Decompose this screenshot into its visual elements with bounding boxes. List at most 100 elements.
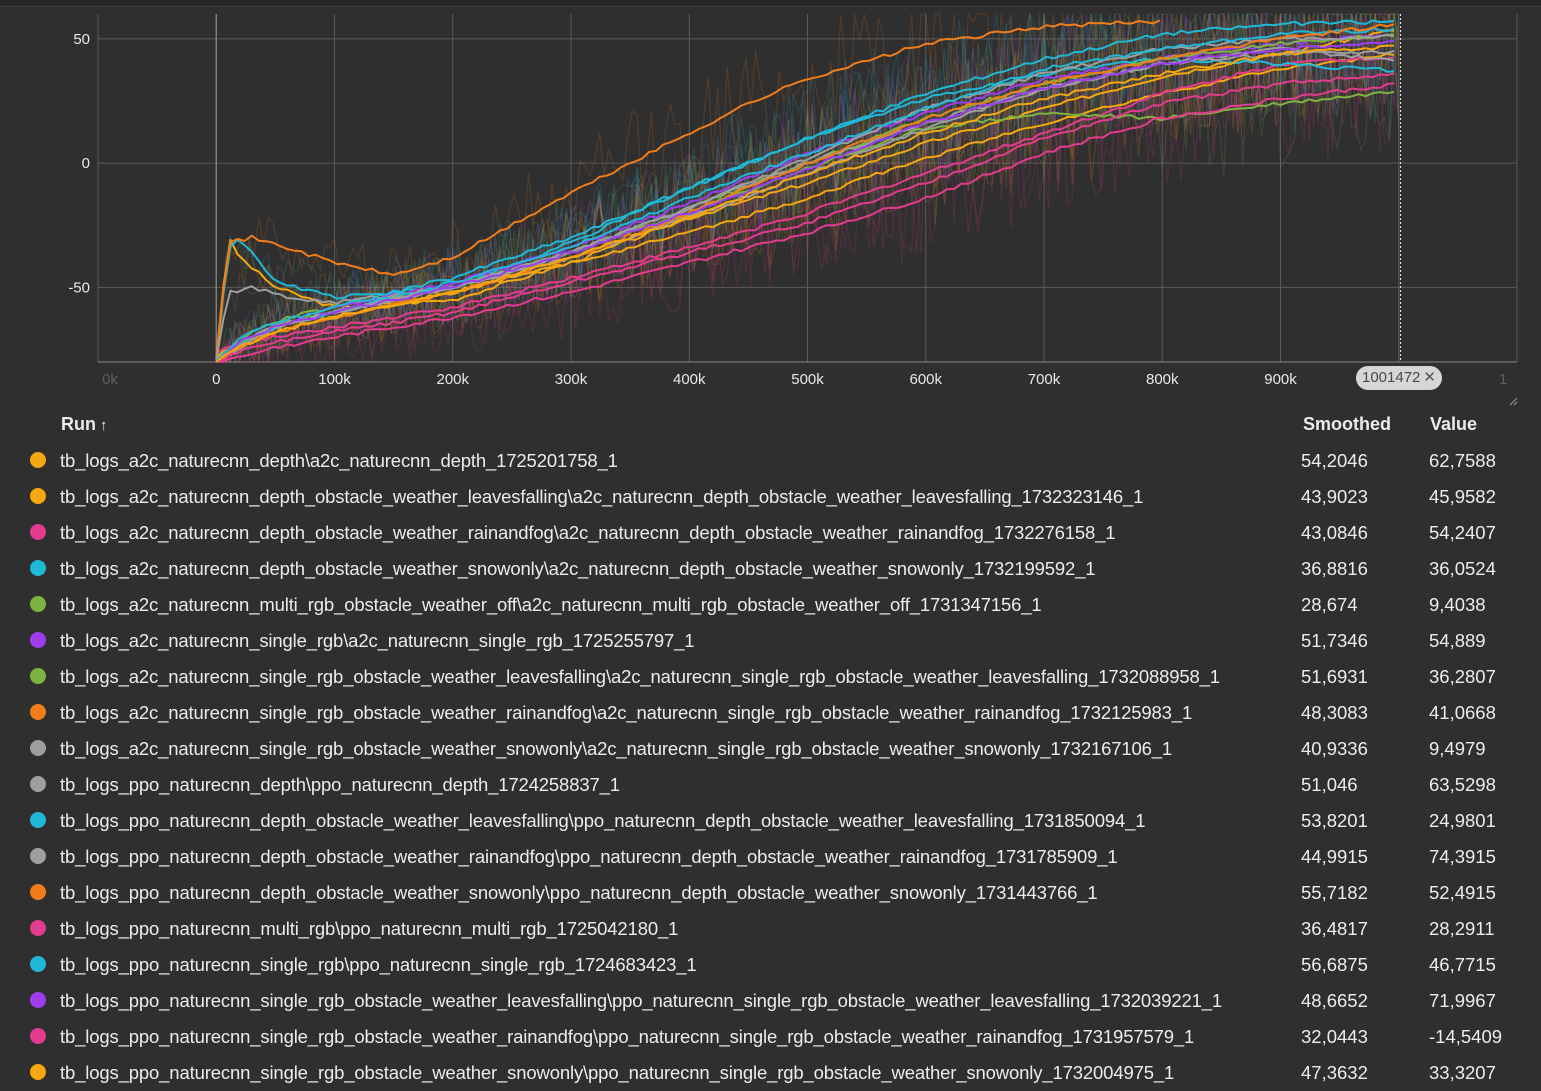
- table-row[interactable]: tb_logs_ppo_naturecnn_single_rgb_obstacl…: [0, 983, 1541, 1019]
- smoothed-value: 48,3083: [1301, 702, 1368, 723]
- raw-value: 54,2407: [1429, 522, 1496, 543]
- table-row[interactable]: tb_logs_ppo_naturecnn_depth\ppo_naturecn…: [0, 767, 1541, 803]
- raw-value: 63,5298: [1429, 774, 1496, 795]
- table-row[interactable]: tb_logs_ppo_naturecnn_single_rgb_obstacl…: [0, 1019, 1541, 1055]
- run-name: tb_logs_a2c_naturecnn_depth_obstacle_wea…: [60, 558, 1096, 579]
- run-color-dot[interactable]: [30, 596, 46, 612]
- run-name: tb_logs_ppo_naturecnn_depth_obstacle_wea…: [60, 882, 1098, 903]
- smoothed-series-line: [216, 82, 1395, 363]
- smoothed-series-line: [215, 19, 1161, 360]
- run-color-dot[interactable]: [30, 452, 46, 468]
- raw-series-line: [216, 11, 1400, 365]
- x-tick-label: 800k: [1146, 371, 1179, 388]
- table-row[interactable]: tb_logs_ppo_naturecnn_single_rgb\ppo_nat…: [0, 947, 1541, 983]
- raw-value: 9,4979: [1429, 738, 1486, 759]
- run-color-dot[interactable]: [30, 668, 46, 684]
- run-color-dot[interactable]: [30, 920, 46, 936]
- step-cursor-value: 1001472: [1362, 369, 1421, 386]
- x-tick-label: 300k: [555, 371, 588, 388]
- raw-value: 36,2807: [1429, 666, 1496, 687]
- table-row[interactable]: tb_logs_ppo_naturecnn_depth_obstacle_wea…: [0, 875, 1541, 911]
- run-name: tb_logs_ppo_naturecnn_depth_obstacle_wea…: [60, 846, 1118, 867]
- smoothed-series-line: [215, 56, 1395, 359]
- table-row[interactable]: tb_logs_a2c_naturecnn_multi_rgb_obstacle…: [0, 587, 1541, 623]
- x-tick-label: 600k: [909, 371, 942, 388]
- smoothed-series-line: [215, 39, 1395, 363]
- table-row[interactable]: tb_logs_a2c_naturecnn_depth_obstacle_wea…: [0, 515, 1541, 551]
- smoothed-value: 32,0443: [1301, 1026, 1368, 1047]
- raw-series-line: [216, 11, 1400, 363]
- smoothed-value: 51,046: [1301, 774, 1358, 795]
- x-tick-label: 100k: [318, 371, 351, 388]
- resize-handle-icon[interactable]: [1508, 396, 1518, 406]
- table-row[interactable]: tb_logs_a2c_naturecnn_single_rgb_obstacl…: [0, 731, 1541, 767]
- table-row[interactable]: tb_logs_ppo_naturecnn_depth_obstacle_wea…: [0, 803, 1541, 839]
- scalar-line-chart[interactable]: 50 0 -50 0k 0 100k 200k 300k 400k 500k 600k 700k 800…: [0, 6, 1541, 406]
- run-name: tb_logs_a2c_naturecnn_single_rgb\a2c_nat…: [60, 630, 695, 651]
- raw-value: 9,4038: [1429, 594, 1486, 615]
- run-color-dot[interactable]: [30, 776, 46, 792]
- run-color-dot[interactable]: [30, 704, 46, 720]
- table-row[interactable]: tb_logs_a2c_naturecnn_single_rgb_obstacl…: [0, 659, 1541, 695]
- raw-series-line: [215, 25, 1400, 363]
- run-color-dot[interactable]: [30, 740, 46, 756]
- smoothed-value: 55,7182: [1301, 882, 1368, 903]
- run-name: tb_logs_ppo_naturecnn_depth\ppo_naturecn…: [60, 774, 620, 795]
- raw-value: 46,7715: [1429, 954, 1496, 975]
- top-toolbar: [0, 0, 1541, 7]
- table-row[interactable]: tb_logs_a2c_naturecnn_single_rgb\a2c_nat…: [0, 623, 1541, 659]
- smoothed-series-line: [215, 23, 1395, 362]
- run-color-dot[interactable]: [30, 992, 46, 1008]
- run-color-dot[interactable]: [30, 848, 46, 864]
- run-name: tb_logs_a2c_naturecnn_single_rgb_obstacl…: [60, 738, 1173, 759]
- step-cursor-chip[interactable]: 1001472 ✕: [1356, 366, 1442, 390]
- column-header-value[interactable]: Value: [1430, 414, 1478, 434]
- close-icon[interactable]: ✕: [1423, 369, 1436, 386]
- column-header-smoothed[interactable]: Smoothed: [1303, 414, 1391, 434]
- raw-value: -14,5409: [1429, 1026, 1503, 1047]
- smoothed-value: 36,4817: [1301, 918, 1368, 939]
- table-row[interactable]: tb_logs_ppo_naturecnn_depth_obstacle_wea…: [0, 839, 1541, 875]
- run-name: tb_logs_ppo_naturecnn_single_rgb_obstacl…: [60, 1026, 1195, 1047]
- run-color-dot[interactable]: [30, 884, 46, 900]
- run-color-dot[interactable]: [30, 524, 46, 540]
- table-row[interactable]: tb_logs_a2c_naturecnn_depth_obstacle_wea…: [0, 551, 1541, 587]
- table-row[interactable]: tb_logs_a2c_naturecnn_single_rgb_obstacl…: [0, 695, 1541, 731]
- raw-value: 24,9801: [1429, 810, 1496, 831]
- x-tick-label: 0k: [102, 371, 118, 388]
- x-tick-label: 500k: [791, 371, 824, 388]
- arrow-up-icon[interactable]: ↑: [100, 417, 108, 434]
- smoothed-value: 28,674: [1301, 594, 1358, 615]
- run-color-dot[interactable]: [30, 488, 46, 504]
- smoothed-value: 48,6652: [1301, 990, 1368, 1011]
- table-row[interactable]: tb_logs_a2c_naturecnn_depth_obstacle_wea…: [0, 479, 1541, 515]
- run-color-dot[interactable]: [30, 1064, 46, 1080]
- raw-series-line: [215, 12, 1163, 363]
- raw-value: 28,2911: [1429, 918, 1495, 939]
- runs-table-body: tb_logs_a2c_naturecnn_depth\a2c_naturecn…: [0, 443, 1541, 1091]
- run-color-dot[interactable]: [30, 632, 46, 648]
- run-name: tb_logs_ppo_naturecnn_single_rgb_obstacl…: [60, 1062, 1175, 1083]
- table-row[interactable]: tb_logs_a2c_naturecnn_depth\a2c_naturecn…: [0, 443, 1541, 479]
- raw-value: 54,889: [1429, 630, 1486, 651]
- x-tick-label: 900k: [1264, 371, 1297, 388]
- run-name: tb_logs_a2c_naturecnn_single_rgb_obstacl…: [60, 666, 1220, 687]
- raw-value: 36,0524: [1429, 558, 1496, 579]
- run-color-dot[interactable]: [30, 956, 46, 972]
- raw-value: 41,0668: [1429, 702, 1496, 723]
- table-row[interactable]: tb_logs_ppo_naturecnn_single_rgb_obstacl…: [0, 1055, 1541, 1091]
- table-row[interactable]: tb_logs_ppo_naturecnn_multi_rgb\ppo_natu…: [0, 911, 1541, 947]
- smoothed-value: 43,9023: [1301, 486, 1368, 507]
- run-color-dot[interactable]: [30, 1028, 46, 1044]
- smoothed-value: 40,9336: [1301, 738, 1368, 759]
- raw-series-line: [216, 17, 1400, 363]
- raw-value: 71,9967: [1429, 990, 1496, 1011]
- run-color-dot[interactable]: [30, 812, 46, 828]
- raw-series-line: [215, 13, 1400, 358]
- smoothed-value: 54,2046: [1301, 450, 1368, 471]
- smoothed-value: 51,7346: [1301, 630, 1368, 651]
- run-name: tb_logs_a2c_naturecnn_depth\a2c_naturecn…: [60, 450, 618, 471]
- run-color-dot[interactable]: [30, 560, 46, 576]
- column-header-run[interactable]: Run ↑: [61, 414, 108, 435]
- x-tick-label: 1: [1499, 371, 1507, 388]
